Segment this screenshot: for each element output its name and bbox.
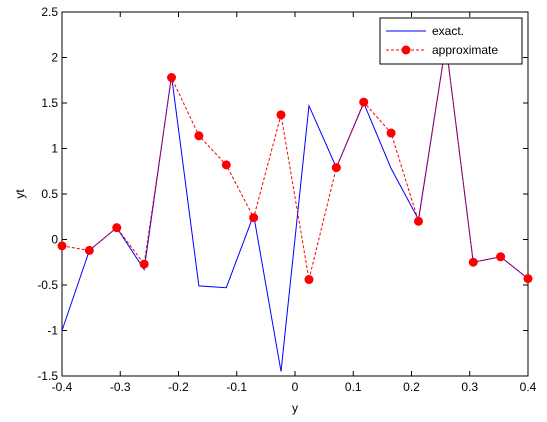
y-tick-label: 2 xyxy=(51,51,58,65)
point-marker xyxy=(304,275,314,285)
y-tick-label: -0.5 xyxy=(37,278,58,292)
x-tick-label: -0.1 xyxy=(226,380,247,394)
legend-label: approximate xyxy=(432,43,498,57)
point-marker xyxy=(276,110,286,120)
y-tick-label: -1 xyxy=(47,324,58,338)
y-tick-label: -1.5 xyxy=(37,369,58,383)
x-tick-label: -0.3 xyxy=(110,380,131,394)
x-tick-label: 0.1 xyxy=(345,380,362,394)
y-tick-label: 1.5 xyxy=(41,96,58,110)
point-marker xyxy=(359,97,369,107)
legend-marker xyxy=(401,45,411,55)
point-marker xyxy=(84,245,94,255)
y-tick-label: 0.5 xyxy=(41,187,58,201)
point-marker xyxy=(386,128,396,138)
point-marker xyxy=(331,163,341,173)
point-marker xyxy=(249,213,259,223)
point-marker xyxy=(496,252,506,262)
point-marker xyxy=(221,160,231,170)
legend-label: exact. xyxy=(432,24,464,38)
point-marker xyxy=(413,216,423,226)
series-line xyxy=(61,43,529,280)
x-axis-label: y xyxy=(292,401,298,415)
y-tick-label: 0 xyxy=(51,233,58,247)
x-tick-label: 0 xyxy=(292,380,299,394)
x-tick-label: -0.4 xyxy=(52,380,73,394)
point-marker xyxy=(112,223,122,233)
point-marker xyxy=(139,259,149,269)
point-marker xyxy=(523,274,533,284)
point-marker xyxy=(57,241,67,251)
x-tick-label: -0.2 xyxy=(168,380,189,394)
y-axis-label: yt xyxy=(13,189,27,199)
x-tick-label: 0.4 xyxy=(520,380,537,394)
x-tick-label: 0.2 xyxy=(403,380,420,394)
point-marker xyxy=(167,73,177,83)
point-marker xyxy=(194,131,204,141)
point-marker xyxy=(468,257,478,267)
y-tick-label: 2.5 xyxy=(41,5,58,19)
legend-box xyxy=(379,17,523,65)
x-tick-label: 0.3 xyxy=(461,380,478,394)
y-tick-label: 1 xyxy=(51,142,58,156)
axes-box xyxy=(61,11,529,377)
